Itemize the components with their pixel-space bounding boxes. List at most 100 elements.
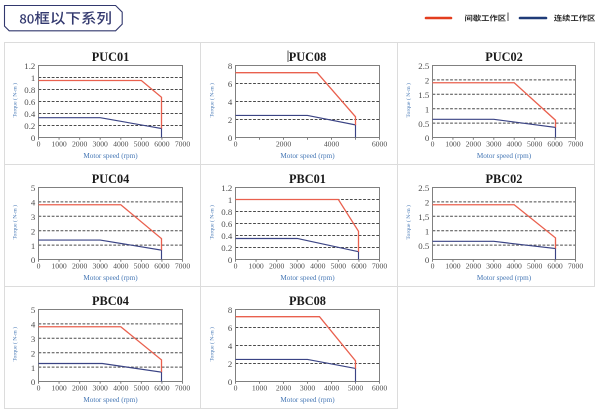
svg-text:1000: 1000: [51, 261, 67, 270]
svg-text:3000: 3000: [93, 383, 109, 392]
svg-text:6000: 6000: [154, 383, 170, 392]
svg-text:7000: 7000: [175, 261, 191, 270]
svg-text:Torque ( N-m ): Torque ( N-m ): [208, 205, 215, 240]
svg-text:0: 0: [234, 261, 238, 270]
svg-text:Torque ( N-m ): Torque ( N-m ): [12, 83, 19, 118]
svg-text:Motor speed (rpm): Motor speed (rpm): [477, 274, 532, 282]
svg-text:1000: 1000: [51, 383, 67, 392]
svg-text:5000: 5000: [134, 383, 150, 392]
svg-text:5: 5: [31, 183, 36, 193]
svg-text:2: 2: [425, 198, 429, 208]
svg-text:3: 3: [31, 212, 36, 222]
svg-text:1: 1: [31, 73, 35, 83]
svg-text:0: 0: [234, 383, 238, 392]
svg-text:Torque ( N-m ): Torque ( N-m ): [12, 327, 19, 362]
svg-text:PBC01: PBC01: [289, 172, 326, 186]
svg-text:1: 1: [228, 195, 232, 205]
svg-text:4000: 4000: [324, 139, 340, 148]
svg-text:1.2: 1.2: [221, 183, 232, 193]
svg-text:7000: 7000: [372, 261, 388, 270]
svg-text:4000: 4000: [113, 383, 129, 392]
svg-text:4000: 4000: [113, 139, 129, 148]
svg-text:3000: 3000: [93, 139, 109, 148]
svg-text:Torque ( N-m ): Torque ( N-m ): [208, 83, 215, 118]
svg-text:1: 1: [425, 104, 429, 114]
svg-text:1.2: 1.2: [24, 61, 35, 71]
svg-text:PBC04: PBC04: [92, 294, 129, 308]
svg-text:0: 0: [37, 383, 41, 392]
svg-text:8: 8: [228, 61, 233, 71]
svg-text:Torque ( N-m ): Torque ( N-m ): [405, 205, 412, 240]
svg-text:7000: 7000: [568, 139, 584, 148]
svg-text:6: 6: [228, 79, 233, 89]
svg-text:0: 0: [425, 133, 430, 143]
svg-text:6000: 6000: [547, 261, 563, 270]
svg-text:4: 4: [228, 97, 233, 107]
svg-text:1000: 1000: [248, 261, 264, 270]
svg-text:2: 2: [31, 226, 35, 236]
svg-text:2000: 2000: [466, 139, 482, 148]
svg-text:Motor speed (rpm): Motor speed (rpm): [280, 152, 335, 160]
svg-text:3: 3: [31, 334, 36, 344]
svg-text:3000: 3000: [486, 261, 502, 270]
svg-text:2000: 2000: [72, 383, 88, 392]
svg-text:4000: 4000: [310, 261, 326, 270]
svg-text:8: 8: [228, 305, 233, 315]
svg-text:PUC01: PUC01: [92, 50, 130, 64]
svg-text:0.2: 0.2: [221, 243, 232, 253]
svg-text:2000: 2000: [269, 261, 285, 270]
svg-text:0: 0: [31, 377, 36, 387]
svg-text:7000: 7000: [175, 139, 191, 148]
svg-text:1000: 1000: [445, 139, 461, 148]
svg-text:0: 0: [431, 139, 435, 148]
svg-text:6: 6: [228, 323, 233, 333]
svg-text:PBC02: PBC02: [486, 172, 523, 186]
svg-text:Torque ( N-m ): Torque ( N-m ): [405, 83, 412, 118]
svg-text:6000: 6000: [154, 139, 170, 148]
svg-text:3000: 3000: [93, 261, 109, 270]
svg-text:Motor speed (rpm): Motor speed (rpm): [280, 274, 335, 282]
svg-text:0: 0: [37, 139, 41, 148]
svg-text:Motor speed (rpm): Motor speed (rpm): [477, 152, 532, 160]
svg-text:7000: 7000: [568, 261, 584, 270]
svg-text:Motor speed (rpm): Motor speed (rpm): [83, 152, 138, 160]
svg-text:5000: 5000: [348, 383, 364, 392]
svg-text:2000: 2000: [72, 261, 88, 270]
svg-text:7000: 7000: [175, 383, 191, 392]
svg-text:1.5: 1.5: [418, 90, 430, 100]
svg-text:2: 2: [228, 115, 232, 125]
svg-text:2000: 2000: [276, 383, 292, 392]
svg-text:1: 1: [31, 363, 35, 373]
svg-text:1: 1: [425, 226, 429, 236]
svg-text:1,5: 1,5: [418, 212, 430, 222]
svg-text:PUC08: PUC08: [289, 50, 327, 64]
svg-text:5: 5: [31, 305, 36, 315]
svg-text:1000: 1000: [252, 383, 268, 392]
svg-text:0: 0: [31, 133, 36, 143]
svg-text:3000: 3000: [300, 383, 316, 392]
svg-text:4000: 4000: [113, 261, 129, 270]
svg-text:0: 0: [425, 255, 430, 265]
svg-text:2: 2: [228, 359, 232, 369]
svg-text:4000: 4000: [507, 261, 523, 270]
svg-text:1000: 1000: [51, 139, 67, 148]
svg-text:6000: 6000: [351, 261, 367, 270]
svg-text:6000: 6000: [154, 261, 170, 270]
svg-text:3000: 3000: [486, 139, 502, 148]
svg-text:0.5: 0.5: [418, 241, 430, 251]
svg-text:Motor speed (rpm): Motor speed (rpm): [83, 396, 138, 404]
svg-text:0: 0: [234, 139, 238, 148]
svg-text:PUC02: PUC02: [485, 50, 523, 64]
svg-text:0.4: 0.4: [24, 109, 36, 119]
svg-text:0: 0: [431, 261, 435, 270]
svg-text:0: 0: [228, 377, 233, 387]
svg-text:0.8: 0.8: [221, 207, 233, 217]
svg-text:0: 0: [228, 133, 233, 143]
svg-text:4: 4: [228, 341, 233, 351]
svg-text:0: 0: [31, 255, 36, 265]
svg-text:4000: 4000: [507, 139, 523, 148]
svg-text:0.5: 0.5: [418, 119, 430, 129]
svg-text:2.5: 2.5: [418, 183, 430, 193]
svg-text:6000: 6000: [547, 139, 563, 148]
svg-text:2000: 2000: [72, 139, 88, 148]
